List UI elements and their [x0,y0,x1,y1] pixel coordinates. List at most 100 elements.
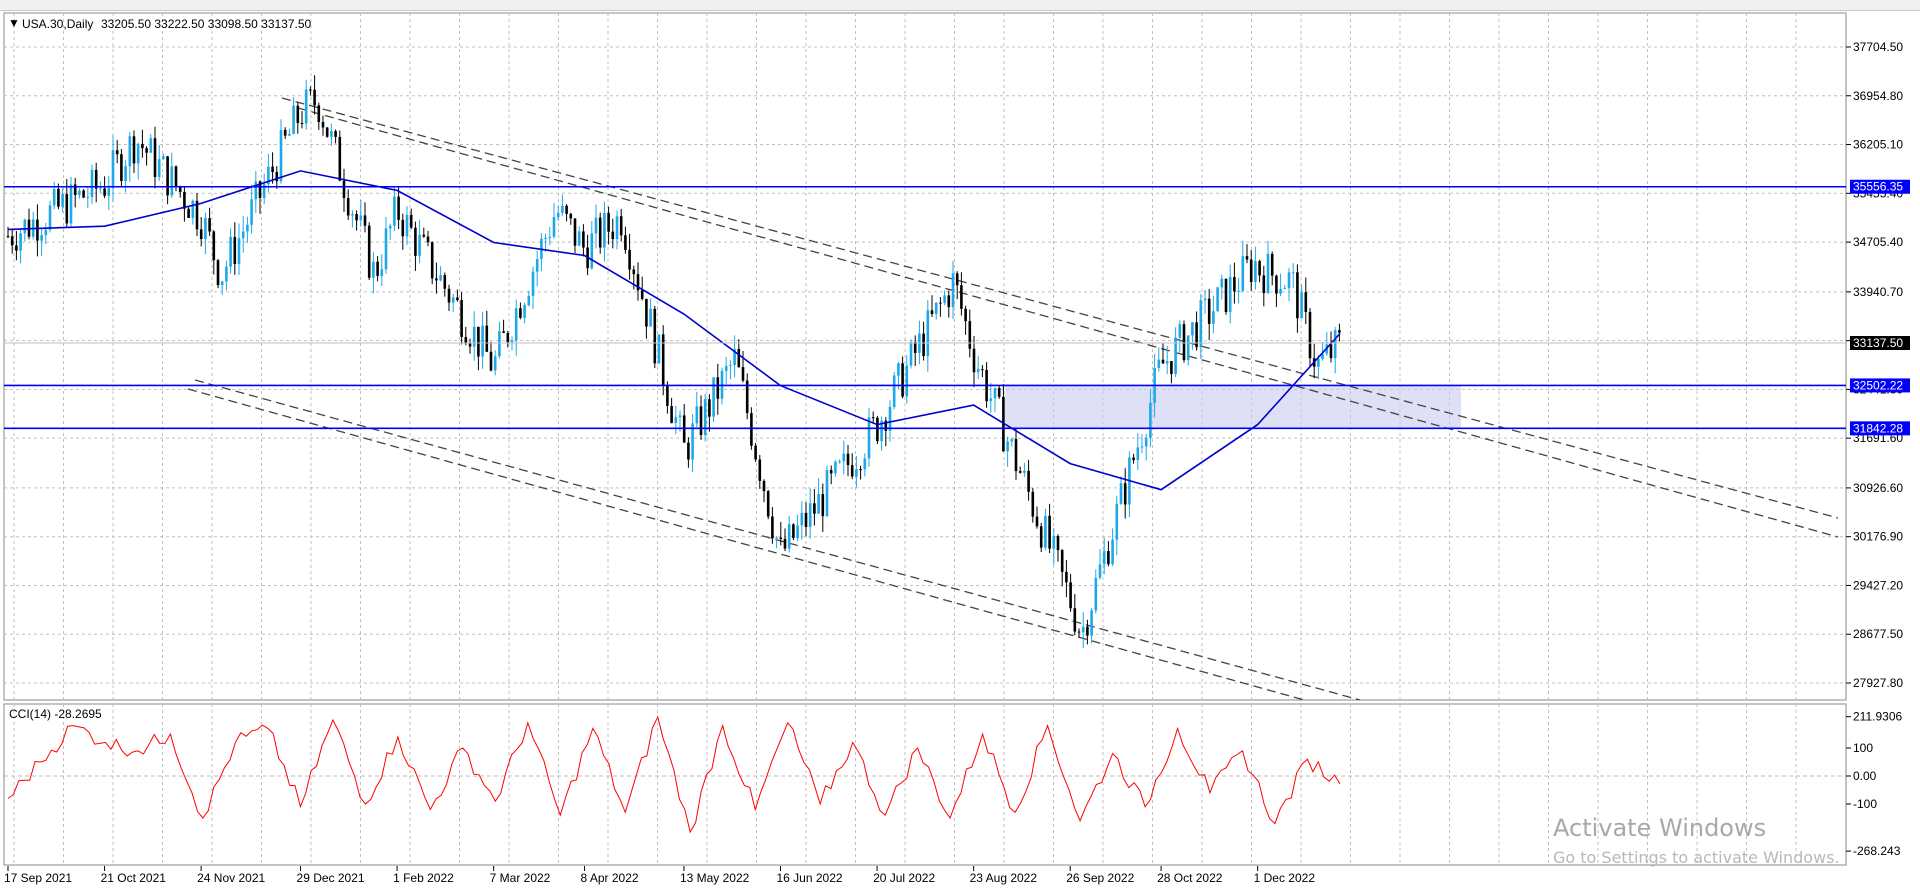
channel-lower-line-2[interactable] [187,388,1340,710]
channel-lower-line-1[interactable] [194,379,1361,700]
candle [1157,347,1161,372]
price-pane[interactable] [3,12,1847,701]
candle [846,444,850,477]
date-tick-label: 24 Nov 2021 [197,871,265,885]
candle [367,222,371,281]
candle [136,142,140,180]
candle [82,189,85,199]
candle [191,199,195,225]
candle [619,208,623,242]
candle [523,302,526,324]
ohlc-values: 33205.50 33222.50 33098.50 33137.50 [101,17,312,31]
candle [1119,476,1123,505]
candle [73,177,77,208]
candle [166,155,169,205]
level-tag-resistance: 35556.35 [1850,179,1910,194]
candle [346,189,350,221]
cci-line[interactable] [7,715,1341,834]
candle [624,226,627,254]
candle [157,144,161,181]
candle [1241,240,1245,293]
candle [792,523,795,541]
toolbar [0,0,1920,11]
candle [855,455,858,488]
candle [1333,326,1337,374]
price-axis: 37704.5036954.8036205.1035455.4034705.40… [1846,40,1903,690]
candle [1237,277,1240,304]
candle [1186,335,1190,366]
candle [666,381,669,414]
candle [153,126,157,189]
candle [598,212,602,254]
candle [1073,594,1077,636]
candle [397,187,400,230]
candle [632,265,636,290]
candle [1081,611,1085,648]
date-tick-label: 16 Jun 2022 [777,871,843,885]
candle [640,276,644,301]
candle [1060,549,1064,587]
candle [1283,284,1287,290]
candle [485,310,489,353]
chart-menu-arrow-icon[interactable]: ▼ [8,16,20,30]
candle [544,233,547,252]
candle [913,335,917,367]
cci-tick-label: 0.00 [1853,769,1877,783]
candle [582,224,585,257]
activation-watermark-subtitle: Go to Settings to activate Windows. [1553,848,1840,867]
candle [1140,434,1144,454]
candle [10,229,14,254]
candle [456,289,459,302]
channel-upper-line-1[interactable] [281,97,1839,519]
candle [712,377,715,422]
candle [636,262,640,301]
candle [262,173,266,205]
candle [754,443,757,462]
candle [1039,522,1043,553]
moving-average-line[interactable] [7,170,1341,491]
candle [120,148,123,187]
date-tick-label: 17 Sep 2021 [4,871,72,885]
candle [195,193,199,237]
candle [1035,506,1039,529]
candle [1090,608,1093,644]
candle [393,186,396,232]
candle [225,260,228,291]
price-tick-label: 27927.80 [1853,676,1903,690]
candle [187,206,190,219]
channel-upper-line-2[interactable] [297,107,1839,538]
candle [275,166,279,189]
candle [519,302,522,320]
price-tick-label: 29427.20 [1853,578,1903,592]
candle [388,223,392,240]
candle [561,194,564,217]
candle [960,272,963,316]
candle [418,219,421,264]
candle [149,133,153,154]
candle [384,216,388,274]
candle [1107,541,1110,567]
support-zone[interactable] [1005,385,1461,429]
candle [993,387,997,412]
candle [1123,468,1127,519]
candle [1216,286,1219,312]
date-tick-label: 1 Dec 2022 [1254,871,1316,885]
candle [1031,487,1035,523]
candle [981,364,984,378]
candle [1300,284,1303,319]
candle [447,284,451,312]
candle [141,129,144,158]
candle [414,221,417,271]
date-axis: 17 Sep 2021 21 Oct 2021 24 Nov 2021 29 Dec … [4,866,1315,885]
candle [493,350,497,376]
candle [1245,244,1249,264]
candle [955,271,959,300]
candle [304,79,308,130]
candle [472,311,476,361]
candle [1195,311,1198,351]
candle [775,536,778,549]
candle [1207,289,1211,341]
trend-channel[interactable] [187,97,1839,710]
candle [771,506,774,544]
